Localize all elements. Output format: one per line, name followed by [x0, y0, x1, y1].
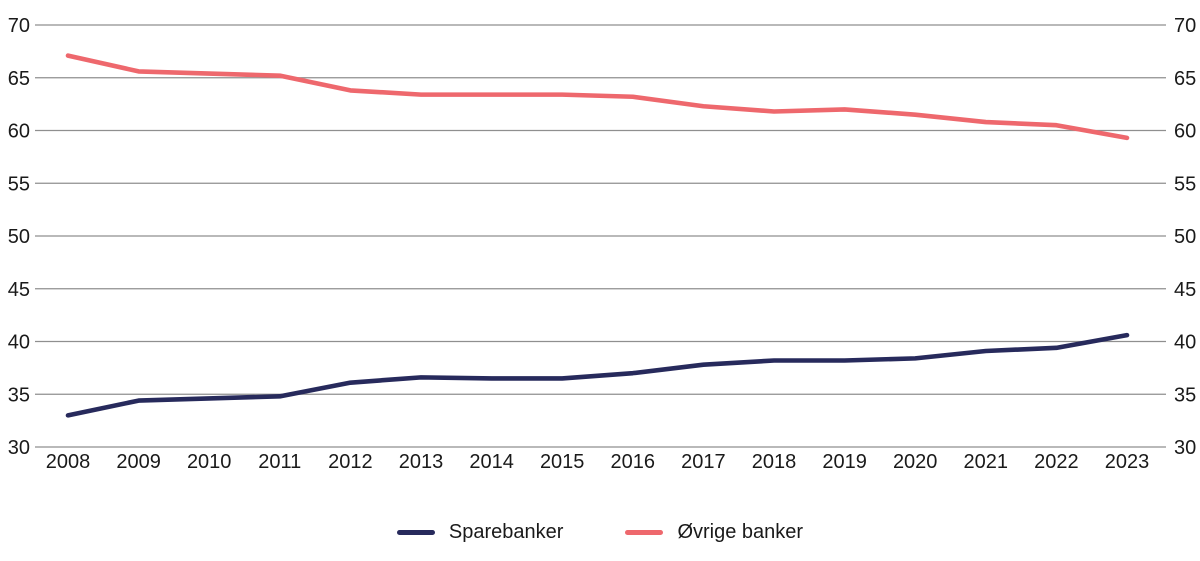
x-axis-tick-label: 2011: [258, 451, 301, 473]
y-axis-tick-label-left: 35: [8, 384, 30, 406]
x-axis-tick-label: 2022: [1034, 451, 1079, 473]
y-axis-tick-label-left: 30: [8, 437, 30, 459]
y-axis-tick-label-right: 30: [1174, 437, 1196, 459]
x-axis-tick-label: 2008: [46, 451, 91, 473]
y-axis-tick-label-left: 70: [8, 15, 30, 37]
y-axis-tick-label-left: 45: [8, 279, 30, 301]
y-axis-tick-label-left: 65: [8, 68, 30, 90]
x-axis-tick-label: 2020: [893, 451, 938, 473]
y-axis-tick-label-left: 40: [8, 332, 30, 354]
legend-label-ovrige-banker: Øvrige banker: [677, 521, 804, 543]
y-axis-tick-label-right: 60: [1174, 121, 1196, 143]
x-axis-tick-label: 2015: [540, 451, 585, 473]
legend-item-ovrige-banker: Øvrige banker: [625, 521, 803, 544]
y-axis-tick-label-right: 45: [1174, 279, 1196, 301]
y-axis-tick-label-right: 50: [1174, 226, 1196, 248]
series-line--vrige-banker: [65, 53, 1130, 141]
y-axis-tick-label-right: 40: [1174, 332, 1196, 354]
ovrige-banker-line-swatch: [625, 530, 664, 535]
y-axis-tick-label-right: 70: [1174, 15, 1196, 37]
x-axis-tick-label: 2009: [116, 451, 161, 473]
y-axis-tick-label-left: 55: [8, 173, 30, 195]
x-axis-tick-label: 2010: [187, 451, 232, 473]
sparebanker-line-swatch: [396, 530, 435, 535]
y-axis-tick-label-right: 35: [1174, 384, 1196, 406]
x-axis-tick-label: 2018: [752, 451, 797, 473]
y-axis-tick-label-left: 60: [8, 121, 30, 143]
x-axis-tick-label: 2019: [822, 451, 867, 473]
series-line-sparebanker: [65, 332, 1130, 418]
x-axis-tick-label: 2017: [681, 451, 726, 473]
y-axis-tick-label-right: 55: [1174, 173, 1196, 195]
x-axis-tick-label: 2023: [1105, 451, 1150, 473]
x-axis-tick-label: 2014: [469, 451, 514, 473]
x-axis-tick-label: 2016: [611, 451, 656, 473]
chart-legend: Sparebanker Øvrige banker: [0, 521, 1200, 544]
legend-label-sparebanker: Sparebanker: [448, 521, 564, 543]
x-axis-tick-label: 2013: [399, 451, 444, 473]
x-axis-tick-label: 2012: [328, 451, 373, 473]
x-axis-tick-label: 2021: [964, 451, 1009, 473]
legend-item-sparebanker: Sparebanker: [396, 521, 564, 544]
y-axis-tick-label-left: 50: [8, 226, 30, 248]
y-axis-tick-label-right: 65: [1174, 68, 1196, 90]
